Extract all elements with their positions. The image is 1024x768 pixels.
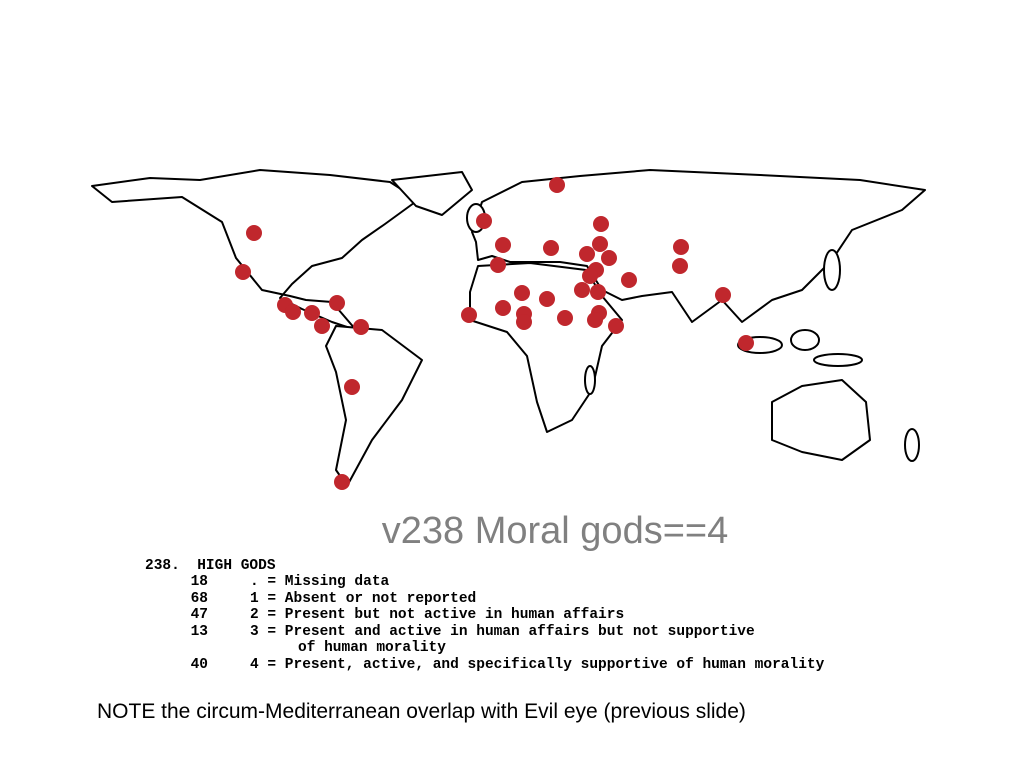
society-dot <box>673 239 689 255</box>
north-america <box>91 169 419 331</box>
count: 18 <box>190 574 208 590</box>
society-dot <box>495 300 511 316</box>
count: 47 <box>190 607 208 623</box>
society-dot <box>353 319 369 335</box>
society-dot <box>587 312 603 328</box>
society-dot <box>557 310 573 326</box>
society-dot <box>334 474 350 490</box>
society-dot <box>738 335 754 351</box>
society-dot <box>461 307 477 323</box>
society-dot <box>590 284 606 300</box>
society-dot <box>574 282 590 298</box>
society-dot <box>543 240 559 256</box>
society-dot <box>246 225 262 241</box>
society-dot <box>549 177 565 193</box>
eurasia <box>471 169 926 323</box>
society-markers <box>235 177 754 490</box>
society-dot <box>621 272 637 288</box>
greenland <box>391 171 473 216</box>
society-dot <box>285 304 301 320</box>
island <box>904 428 920 462</box>
world-map <box>91 169 926 490</box>
society-dot <box>476 213 492 229</box>
society-dot <box>601 250 617 266</box>
society-dot <box>514 285 530 301</box>
society-dot <box>672 258 688 274</box>
society-dot <box>608 318 624 334</box>
count: 40 <box>190 656 208 673</box>
code-description: 2 = Present but not active in human affa… <box>250 607 625 623</box>
count: 68 <box>190 590 208 607</box>
society-dot <box>304 305 320 321</box>
continents <box>91 169 926 487</box>
society-dot <box>495 237 511 253</box>
note: NOTE the circum-Mediterranean overlap wi… <box>97 700 746 723</box>
society-dot <box>314 318 330 334</box>
society-dot <box>582 268 598 284</box>
code-description: 1 = Absent or not reported <box>250 590 477 607</box>
society-dot <box>235 264 251 280</box>
code-description: 3 = Present and active in human affairs … <box>250 623 755 640</box>
society-dot <box>579 246 595 262</box>
codebook-heading: 238. HIGH GODS <box>145 558 276 574</box>
count: 13 <box>190 623 208 640</box>
slide-title: v238 Moral gods==4 <box>381 510 729 552</box>
society-dot <box>593 216 609 232</box>
australia <box>771 379 871 461</box>
island <box>813 353 863 367</box>
island <box>584 365 596 395</box>
code-description: 4 = Present, active, and specifically su… <box>250 656 825 673</box>
code-description: . = Missing data <box>250 574 390 590</box>
society-dot <box>516 314 532 330</box>
island <box>790 329 820 351</box>
code-description-continued: of human morality <box>298 640 446 656</box>
society-dot <box>715 287 731 303</box>
south-america <box>325 325 423 487</box>
society-dot <box>539 291 555 307</box>
island <box>823 249 841 291</box>
society-dot <box>344 379 360 395</box>
society-dot <box>490 257 506 273</box>
society-dot <box>329 295 345 311</box>
society-dot <box>592 236 608 252</box>
